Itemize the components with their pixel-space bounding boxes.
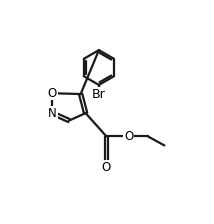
Text: N: N bbox=[48, 107, 57, 120]
Text: O: O bbox=[48, 87, 57, 100]
Text: O: O bbox=[124, 130, 133, 143]
Text: Br: Br bbox=[92, 88, 106, 101]
Text: O: O bbox=[102, 161, 111, 174]
